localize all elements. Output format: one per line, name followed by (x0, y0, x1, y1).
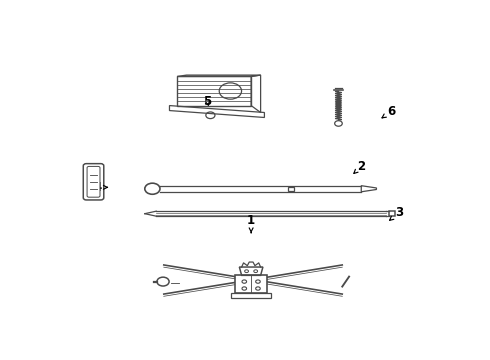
Text: 1: 1 (247, 214, 255, 233)
Bar (389, 211, 394, 216)
Bar (235, 275, 267, 293)
Text: 4: 4 (93, 181, 107, 194)
FancyBboxPatch shape (87, 166, 100, 197)
Circle shape (256, 287, 260, 290)
Bar (288, 187, 294, 191)
Circle shape (242, 280, 246, 283)
Text: 6: 6 (382, 105, 396, 118)
Bar (231, 293, 271, 298)
Circle shape (256, 280, 260, 283)
Circle shape (254, 270, 258, 273)
Text: 2: 2 (354, 160, 366, 174)
Text: 5: 5 (203, 95, 212, 108)
FancyBboxPatch shape (83, 164, 104, 200)
Circle shape (242, 287, 246, 290)
Circle shape (245, 270, 248, 273)
Text: 3: 3 (390, 206, 403, 220)
